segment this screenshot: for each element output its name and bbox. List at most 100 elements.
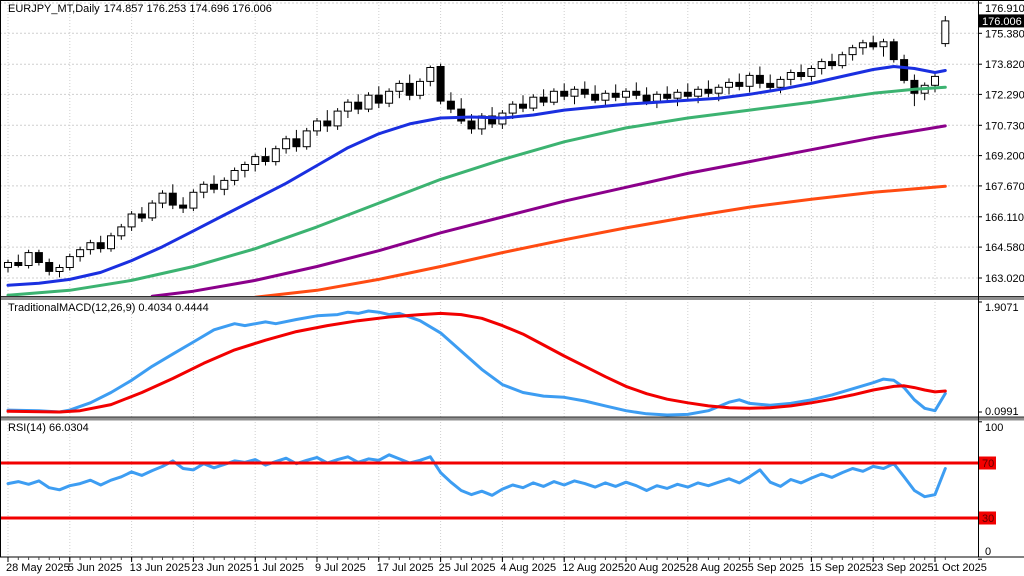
bull-candle: [24, 252, 33, 267]
ohlc-values-label: 174.857 176.253 174.696 176.006: [103, 3, 272, 15]
bear-candle: [467, 120, 476, 130]
svg-text:176.006: 176.006: [982, 16, 1022, 28]
bear-candle: [405, 82, 414, 96]
bear-candle: [632, 90, 641, 96]
bear-candle: [45, 262, 54, 272]
date-tick-label: 1 Jul 2025: [253, 562, 304, 574]
bull-candle: [65, 256, 74, 269]
bear-candle: [457, 108, 466, 122]
ma-green-medium: [6, 85, 947, 297]
bull-candle: [673, 91, 682, 99]
bull-candle: [4, 262, 12, 268]
bull-candle: [189, 191, 198, 209]
splitter-main-macd: [0, 297, 1024, 300]
bull-candle: [416, 80, 424, 96]
bear-candle: [34, 252, 43, 264]
date-tick-label: 4 Aug 2025: [500, 562, 556, 574]
macd-indicator-label: TraditionalMACD(12,26,9) 0.4034 0.4444: [8, 302, 209, 314]
bull-candle: [622, 90, 630, 98]
bull-candle: [107, 235, 115, 250]
bear-candle: [354, 101, 363, 110]
ma-purple-slow: [150, 124, 947, 298]
bear-candle: [519, 103, 527, 109]
bear-candle: [179, 204, 188, 209]
bull-candle: [776, 78, 785, 88]
date-tick-label: 5 Jun 2025: [68, 562, 122, 574]
bull-candle: [931, 75, 939, 86]
date-tick-label: 28 Aug 2025: [686, 562, 748, 574]
bear-candle: [642, 94, 651, 102]
bull-candle: [302, 130, 311, 148]
bear-candle: [663, 93, 672, 99]
bull-candle: [127, 213, 136, 228]
bull-candle: [117, 226, 126, 237]
axis-tick-label: 170.730: [985, 120, 1024, 132]
axis-tick-label: 1.9071: [985, 302, 1019, 314]
bull-candle: [199, 183, 208, 193]
bull-candle: [714, 86, 723, 94]
bear-candle: [292, 138, 301, 148]
bull-candle: [86, 242, 95, 251]
date-tick-label: 28 May 2025: [6, 562, 70, 574]
axis-tick-label: 173.820: [985, 59, 1024, 71]
bull-candle: [220, 179, 229, 190]
date-tick-label: 15 Sep 2025: [809, 562, 871, 574]
date-tick-label: 23 Sep 2025: [871, 562, 933, 574]
bull-candle: [694, 88, 703, 97]
date-tick-label: 5 Sep 2025: [748, 562, 804, 574]
bull-candle: [426, 67, 435, 82]
chart-title: EURJPY_MT,Daily 174.857 176.253 174.696 1…: [8, 3, 276, 15]
bear-candle: [323, 120, 332, 127]
bear-candle: [591, 93, 600, 101]
bull-candle: [282, 138, 291, 150]
axis-tick-label: 0: [985, 546, 991, 558]
axis-tick-label: 172.290: [985, 89, 1024, 101]
price-axis[interactable]: 176.910 175.380 173.820 172.290 170.730 169.2…: [978, 2, 1024, 560]
bear-candle: [611, 92, 620, 98]
bull-candle: [745, 74, 754, 87]
bear-candle: [900, 59, 909, 81]
bull-candle: [570, 88, 579, 97]
rsi-level-badge-30: 30: [979, 511, 996, 525]
bull-candle: [786, 72, 795, 80]
bear-candle: [766, 82, 775, 88]
bull-candle: [838, 54, 847, 67]
bear-candle: [96, 242, 105, 250]
axis-tick-label: 175.380: [985, 28, 1024, 40]
axis-tick-label: 0.0991: [985, 406, 1019, 418]
date-tick-label: 1 Oct 2025: [933, 562, 987, 574]
rsi-level-lines: [0, 461, 982, 520]
bull-candle: [158, 192, 167, 204]
bear-candle: [869, 42, 878, 48]
date-tick-label: 17 Jul 2025: [377, 562, 434, 574]
bear-candle: [539, 96, 548, 103]
macd-line: [6, 309, 947, 417]
bear-candle: [889, 41, 898, 61]
bear-candle: [755, 74, 764, 84]
bull-candle: [652, 93, 661, 102]
bull-candle: [725, 81, 733, 88]
bear-candle: [910, 79, 919, 94]
date-tick-label: 13 Jun 2025: [130, 562, 191, 574]
bear-candle: [683, 91, 692, 97]
panel-splitters[interactable]: [0, 296, 1024, 421]
svg-text:70: 70: [982, 458, 994, 470]
bear-candle: [560, 90, 569, 97]
date-tick-label: 20 Aug 2025: [624, 562, 686, 574]
bear-candle: [704, 88, 713, 94]
ma-blue-fast: [6, 65, 947, 287]
bear-candle: [137, 213, 146, 219]
bull-candle: [549, 90, 558, 103]
bull-candle: [76, 249, 85, 258]
rsi-level-badge-70: 70: [979, 456, 996, 470]
bear-candle: [735, 81, 744, 87]
bull-candle: [858, 42, 867, 49]
current-price-badge: 176.006: [979, 14, 1024, 28]
ma-orange-slowest: [253, 184, 947, 299]
bull-candle: [807, 68, 816, 77]
bull-candle: [343, 101, 352, 112]
axis-tick-label: 169.200: [985, 151, 1024, 163]
